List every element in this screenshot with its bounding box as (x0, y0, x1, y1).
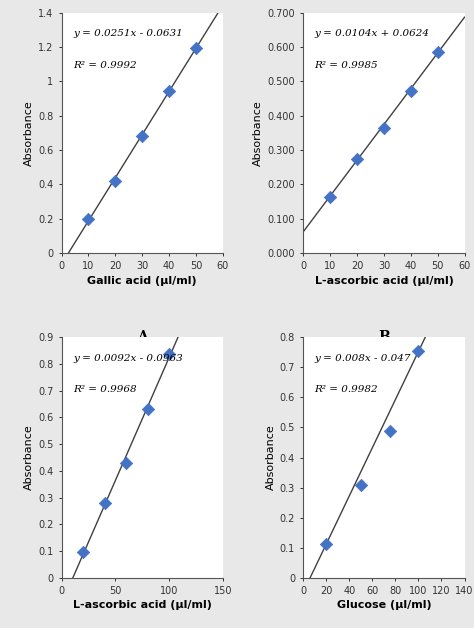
Text: B: B (378, 330, 390, 344)
Y-axis label: Absorbance: Absorbance (24, 100, 34, 166)
X-axis label: Glucose (µl/ml): Glucose (µl/ml) (337, 600, 431, 610)
X-axis label: Gallic acid (µl/ml): Gallic acid (µl/ml) (87, 276, 197, 286)
Y-axis label: Absorbance: Absorbance (253, 100, 263, 166)
Point (192, 43, 200, 53)
X-axis label: L-ascorbic acid (µl/ml): L-ascorbic acid (µl/ml) (315, 276, 453, 286)
Point (165, 349, 173, 359)
Point (122, 458, 130, 468)
Point (85, 214, 92, 224)
Point (111, 176, 119, 186)
Text: y = 0.0092x - 0.0963: y = 0.0092x - 0.0963 (73, 354, 182, 363)
Point (79, 546, 87, 556)
Y-axis label: Absorbance: Absorbance (265, 425, 275, 490)
Point (165, 85, 173, 95)
Point (386, 426, 393, 436)
Point (138, 131, 146, 141)
Text: R² = 0.9982: R² = 0.9982 (315, 386, 378, 394)
Y-axis label: Absorbance: Absorbance (24, 425, 34, 490)
X-axis label: L-ascorbic acid (µl/ml): L-ascorbic acid (µl/ml) (73, 600, 211, 610)
Point (380, 122, 388, 133)
Text: R² = 0.9968: R² = 0.9968 (73, 386, 137, 394)
Point (144, 404, 151, 414)
Point (357, 480, 365, 490)
Text: R² = 0.9992: R² = 0.9992 (73, 61, 137, 70)
Text: y = 0.0104x + 0.0624: y = 0.0104x + 0.0624 (315, 30, 429, 38)
Text: A: A (137, 330, 147, 344)
Text: y = 0.0251x - 0.0631: y = 0.0251x - 0.0631 (73, 30, 182, 38)
Point (415, 347, 422, 357)
Point (407, 85, 415, 95)
Text: R² = 0.9985: R² = 0.9985 (315, 61, 378, 70)
Text: y = 0.008x - 0.047: y = 0.008x - 0.047 (315, 354, 411, 363)
Point (434, 47, 441, 57)
Point (101, 498, 109, 508)
Point (323, 539, 330, 549)
Point (327, 192, 334, 202)
Point (353, 154, 361, 164)
